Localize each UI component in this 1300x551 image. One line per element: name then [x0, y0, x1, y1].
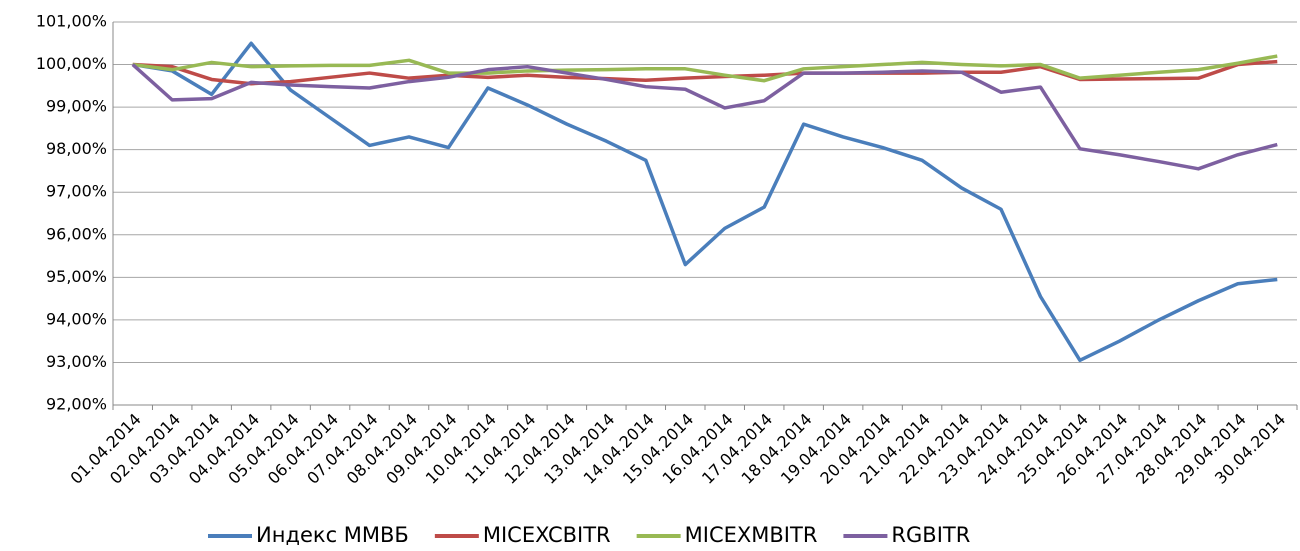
y-tick-label: 93,00% [46, 352, 107, 371]
legend-label: MICEXMBITR [685, 523, 818, 547]
y-tick-label: 100,00% [36, 54, 107, 73]
legend-label: RGBITR [891, 523, 970, 547]
y-tick-label: 95,00% [46, 267, 107, 286]
y-tick-label: 97,00% [46, 182, 107, 201]
y-tick-label: 98,00% [46, 139, 107, 158]
legend-label: Индекс ММВБ [256, 523, 409, 547]
series-line [132, 41, 1278, 363]
y-tick-label: 101,00% [36, 12, 107, 31]
y-tick-label: 94,00% [46, 309, 107, 328]
y-tick-label: 96,00% [46, 224, 107, 243]
y-tick-label: 92,00% [46, 395, 107, 414]
y-tick-label: 99,00% [46, 97, 107, 116]
series-line [132, 54, 1278, 83]
series-line [131, 63, 1278, 171]
legend-label: MICEXCBITR [483, 523, 611, 547]
